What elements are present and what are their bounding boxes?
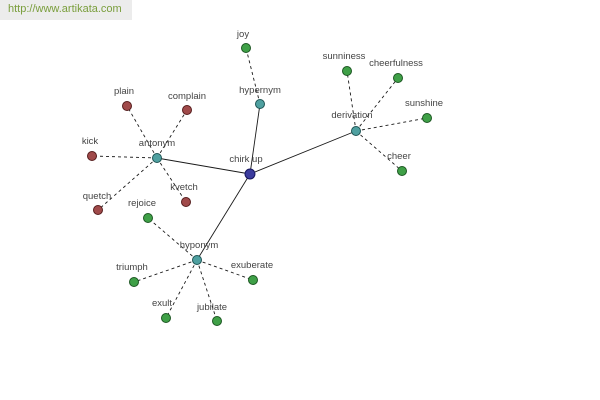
edge-antonym-plain bbox=[126, 105, 158, 159]
node-antonym[interactable] bbox=[152, 153, 162, 163]
node-quetch[interactable] bbox=[93, 205, 103, 215]
node-label-joy[interactable]: joy bbox=[236, 29, 249, 40]
node-complain[interactable] bbox=[182, 105, 192, 115]
edge-hyponym-triumph bbox=[133, 259, 198, 283]
node-joy[interactable] bbox=[241, 43, 251, 53]
edge-derivation-cheer bbox=[355, 130, 403, 172]
edge-antonym-kvetch bbox=[156, 157, 187, 203]
node-chirk-up[interactable] bbox=[244, 168, 256, 180]
edge-chirk-up-hyponym bbox=[196, 173, 251, 261]
node-label-antonym[interactable]: antonym bbox=[139, 138, 176, 149]
node-label-chirk-up[interactable]: chirk up bbox=[229, 154, 262, 165]
edge-derivation-sunniness bbox=[346, 70, 357, 132]
node-label-complain[interactable]: complain bbox=[168, 91, 206, 102]
node-exult[interactable] bbox=[161, 313, 171, 323]
node-label-rejoice[interactable]: rejoice bbox=[128, 198, 156, 209]
node-label-cheerfulness[interactable]: cheerfulness bbox=[369, 58, 423, 69]
edge-antonym-quetch bbox=[97, 157, 158, 211]
edge-hypernym-joy bbox=[245, 47, 261, 105]
edge-derivation-cheerfulness bbox=[355, 77, 399, 132]
node-label-quetch[interactable]: quetch bbox=[83, 191, 112, 202]
node-label-exuberate[interactable]: exuberate bbox=[231, 260, 273, 271]
edge-hyponym-jubilate bbox=[196, 259, 218, 322]
node-label-triumph[interactable]: triumph bbox=[116, 262, 148, 273]
edge-chirk-up-derivation bbox=[249, 130, 357, 175]
node-rejoice[interactable] bbox=[143, 213, 153, 223]
node-hyponym[interactable] bbox=[192, 255, 202, 265]
node-kick[interactable] bbox=[87, 151, 97, 161]
edge-derivation-sunshine bbox=[355, 117, 428, 132]
node-exuberate[interactable] bbox=[248, 275, 258, 285]
node-jubilate[interactable] bbox=[212, 316, 222, 326]
node-label-plain[interactable]: plain bbox=[114, 86, 134, 97]
node-triumph[interactable] bbox=[129, 277, 139, 287]
edge-antonym-complain bbox=[156, 109, 188, 159]
node-cheerfulness[interactable] bbox=[393, 73, 403, 83]
node-label-jubilate[interactable]: jubilate bbox=[196, 302, 227, 313]
edge-hyponym-rejoice bbox=[147, 217, 198, 261]
node-label-derivation[interactable]: derivation bbox=[331, 110, 372, 121]
node-label-hypernym[interactable]: hypernym bbox=[239, 85, 281, 96]
node-plain[interactable] bbox=[122, 101, 132, 111]
node-hypernym[interactable] bbox=[255, 99, 265, 109]
node-label-hyponym[interactable]: hyponym bbox=[180, 240, 219, 251]
node-kvetch[interactable] bbox=[181, 197, 191, 207]
watermark-url: http://www.artikata.com bbox=[0, 0, 132, 20]
node-label-sunshine[interactable]: sunshine bbox=[405, 98, 443, 109]
edge-chirk-up-hypernym bbox=[249, 103, 261, 175]
node-label-kvetch[interactable]: kvetch bbox=[170, 182, 197, 193]
edge-chirk-up-antonym bbox=[156, 157, 251, 175]
node-label-kick[interactable]: kick bbox=[82, 136, 99, 147]
edge-hyponym-exuberate bbox=[196, 259, 254, 281]
edge-hyponym-exult bbox=[165, 259, 198, 319]
node-label-sunniness[interactable]: sunniness bbox=[323, 51, 366, 62]
node-sunniness[interactable] bbox=[342, 66, 352, 76]
edge-antonym-kick bbox=[91, 155, 158, 159]
node-label-exult[interactable]: exult bbox=[152, 298, 172, 309]
node-cheer[interactable] bbox=[397, 166, 407, 176]
node-sunshine[interactable] bbox=[422, 113, 432, 123]
node-label-cheer[interactable]: cheer bbox=[387, 151, 411, 162]
node-derivation[interactable] bbox=[351, 126, 361, 136]
